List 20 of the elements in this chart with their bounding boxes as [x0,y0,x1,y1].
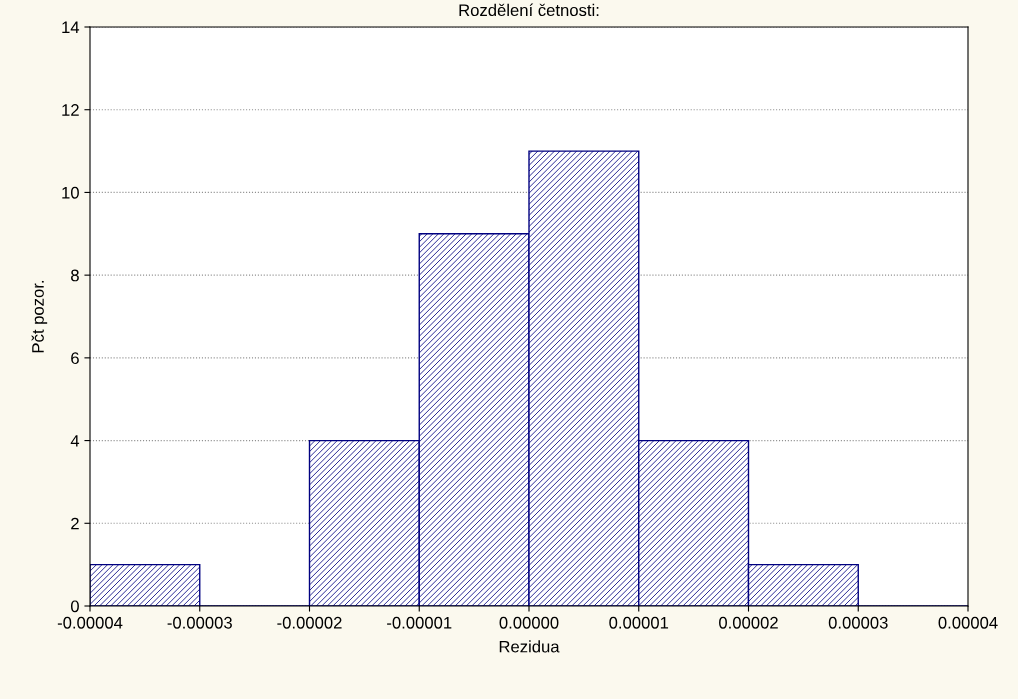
chart-title: Rozdělení četnosti: [459,3,599,17]
x-axis-title: Rezidua [499,640,560,653]
y-tick-label: 6 [71,352,79,365]
x-tick-label: 0.00001 [609,616,669,629]
x-tick-label: -0.00002 [277,616,342,629]
y-tick-label: 8 [71,269,79,282]
x-tick-label: 0.00002 [719,616,778,629]
y-tick-label: 12 [62,104,79,116]
x-tick-label: -0.00003 [167,616,232,629]
y-tick-label: 4 [70,435,80,447]
y-tick-label: 10 [62,186,79,199]
y-tick-label: 2 [71,517,79,530]
y-axis-title: Pčt pozor. [31,280,48,353]
x-tick-label: 0.00003 [828,616,888,629]
x-tick-label: -0.00001 [387,616,452,629]
y-tick-label: 0 [70,600,79,613]
y-tick-label: 14 [62,21,80,34]
x-tick-label: -0.00004 [57,616,123,629]
x-tick-label: 0.00004 [938,616,998,629]
x-tick-label: 0.00000 [499,616,559,629]
